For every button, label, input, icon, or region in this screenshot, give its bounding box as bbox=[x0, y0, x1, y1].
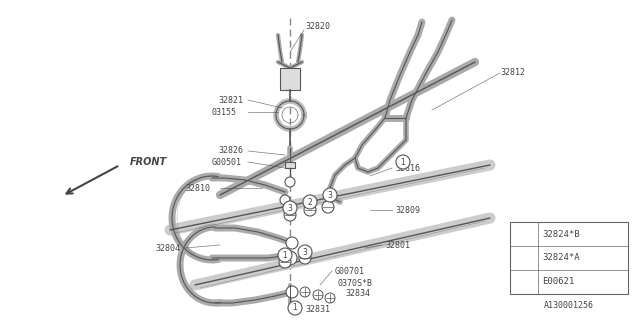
Text: 32824*A: 32824*A bbox=[542, 253, 580, 262]
Text: 3: 3 bbox=[303, 247, 307, 257]
Text: 32810: 32810 bbox=[185, 183, 210, 193]
Circle shape bbox=[517, 275, 531, 289]
Text: 32816: 32816 bbox=[395, 164, 420, 172]
Circle shape bbox=[283, 251, 297, 265]
Circle shape bbox=[288, 301, 302, 315]
Text: 1: 1 bbox=[522, 277, 526, 286]
Text: 32826: 32826 bbox=[218, 146, 243, 155]
Text: A130001256: A130001256 bbox=[544, 301, 594, 310]
Text: 32821: 32821 bbox=[218, 95, 243, 105]
Circle shape bbox=[304, 204, 316, 216]
Bar bbox=[280, 68, 300, 90]
Text: 32834: 32834 bbox=[345, 290, 370, 299]
Text: G00701: G00701 bbox=[335, 268, 365, 276]
Bar bbox=[510, 222, 628, 294]
Text: 32801: 32801 bbox=[385, 241, 410, 250]
Text: G00501: G00501 bbox=[212, 157, 242, 166]
Circle shape bbox=[286, 237, 298, 249]
Text: 2: 2 bbox=[308, 197, 312, 206]
Circle shape bbox=[517, 251, 531, 265]
Circle shape bbox=[278, 248, 292, 262]
Circle shape bbox=[299, 252, 311, 264]
Circle shape bbox=[322, 201, 334, 213]
Circle shape bbox=[284, 209, 296, 221]
Text: 03155: 03155 bbox=[212, 108, 237, 116]
Text: 2: 2 bbox=[522, 253, 526, 262]
Circle shape bbox=[286, 286, 298, 298]
Text: 1: 1 bbox=[283, 251, 287, 260]
Text: 32831: 32831 bbox=[305, 306, 330, 315]
Text: 0370S*B: 0370S*B bbox=[338, 278, 373, 287]
Circle shape bbox=[283, 201, 297, 215]
Text: 32812: 32812 bbox=[500, 68, 525, 76]
Circle shape bbox=[280, 195, 290, 205]
Text: 1: 1 bbox=[401, 157, 405, 166]
Text: 3: 3 bbox=[522, 229, 527, 238]
Circle shape bbox=[300, 287, 310, 297]
Circle shape bbox=[323, 188, 337, 202]
Circle shape bbox=[298, 245, 312, 259]
Text: 32824*B: 32824*B bbox=[542, 229, 580, 238]
Circle shape bbox=[313, 290, 323, 300]
Circle shape bbox=[396, 155, 410, 169]
Text: 1: 1 bbox=[292, 303, 298, 313]
Text: 32809: 32809 bbox=[395, 205, 420, 214]
Text: 32804: 32804 bbox=[155, 244, 180, 252]
Text: FRONT: FRONT bbox=[130, 157, 167, 167]
Circle shape bbox=[517, 227, 531, 241]
Circle shape bbox=[325, 293, 335, 303]
Bar bbox=[285, 162, 295, 168]
Text: 3: 3 bbox=[287, 204, 292, 212]
Circle shape bbox=[279, 256, 291, 268]
Circle shape bbox=[285, 177, 295, 187]
Circle shape bbox=[303, 195, 317, 209]
Text: 3: 3 bbox=[328, 190, 332, 199]
Text: E00621: E00621 bbox=[542, 277, 574, 286]
Text: 32820: 32820 bbox=[305, 21, 330, 30]
